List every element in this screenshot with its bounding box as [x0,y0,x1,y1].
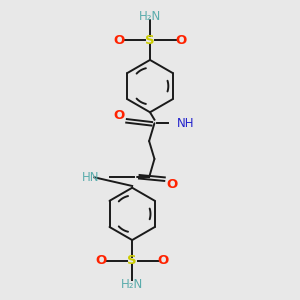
Text: S: S [128,254,137,267]
Text: O: O [158,254,169,267]
Text: O: O [95,254,106,267]
Text: HN: HN [82,171,100,184]
Text: H₂N: H₂N [121,278,143,291]
Text: H₂N: H₂N [139,10,161,23]
Text: S: S [145,34,155,46]
Text: O: O [176,34,187,46]
Text: O: O [113,109,124,122]
Text: O: O [113,34,124,46]
Text: NH: NH [177,117,194,130]
Text: O: O [167,178,178,191]
